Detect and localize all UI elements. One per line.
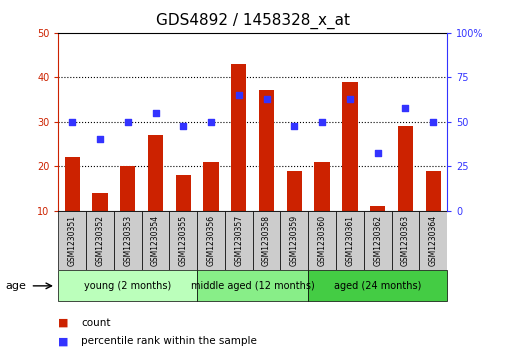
Bar [92, 193, 108, 211]
Bar [197, 270, 308, 301]
Bar [231, 64, 246, 211]
Point [124, 119, 132, 125]
Bar [364, 211, 392, 270]
Text: GSM1230353: GSM1230353 [123, 215, 132, 266]
Bar [142, 211, 170, 270]
Point [401, 105, 409, 111]
Bar [370, 206, 385, 211]
Text: GSM1230356: GSM1230356 [207, 215, 215, 266]
Bar [314, 162, 330, 211]
Bar [120, 166, 136, 211]
Bar [204, 162, 219, 211]
Text: ■: ■ [58, 336, 69, 346]
Bar [336, 211, 364, 270]
Bar [176, 175, 191, 211]
Text: percentile rank within the sample: percentile rank within the sample [81, 336, 257, 346]
Text: GSM1230358: GSM1230358 [262, 215, 271, 266]
Point [373, 150, 382, 156]
Point [68, 119, 76, 125]
Point [235, 92, 243, 98]
Bar [225, 211, 253, 270]
Text: GSM1230362: GSM1230362 [373, 215, 382, 266]
Bar [392, 211, 419, 270]
Text: GSM1230359: GSM1230359 [290, 215, 299, 266]
Bar [170, 211, 197, 270]
Point [207, 119, 215, 125]
Text: GSM1230361: GSM1230361 [345, 215, 355, 266]
Text: GSM1230357: GSM1230357 [234, 215, 243, 266]
Bar [308, 270, 447, 301]
Text: age: age [5, 281, 26, 291]
Bar [280, 211, 308, 270]
Bar [287, 171, 302, 211]
Bar [114, 211, 142, 270]
Bar [419, 211, 447, 270]
Bar [259, 90, 274, 211]
Bar [308, 211, 336, 270]
Point [263, 97, 271, 102]
Text: GSM1230352: GSM1230352 [96, 215, 105, 266]
Point [290, 123, 298, 129]
Text: aged (24 months): aged (24 months) [334, 281, 421, 291]
Point [96, 136, 104, 142]
Bar [65, 157, 80, 211]
Point [179, 123, 187, 129]
Bar [58, 270, 197, 301]
Text: ■: ■ [58, 318, 69, 328]
Bar [426, 171, 441, 211]
Bar [398, 126, 413, 211]
Text: count: count [81, 318, 111, 328]
Text: GDS4892 / 1458328_x_at: GDS4892 / 1458328_x_at [156, 13, 350, 29]
Text: middle aged (12 months): middle aged (12 months) [191, 281, 314, 291]
Bar [197, 211, 225, 270]
Point [429, 119, 437, 125]
Point [151, 110, 160, 115]
Text: GSM1230360: GSM1230360 [318, 215, 327, 266]
Bar [253, 211, 280, 270]
Text: GSM1230364: GSM1230364 [429, 215, 438, 266]
Bar [148, 135, 163, 211]
Text: GSM1230351: GSM1230351 [68, 215, 77, 266]
Bar [342, 82, 358, 211]
Text: GSM1230354: GSM1230354 [151, 215, 160, 266]
Point [318, 119, 326, 125]
Text: young (2 months): young (2 months) [84, 281, 171, 291]
Bar [58, 211, 86, 270]
Bar [86, 211, 114, 270]
Text: GSM1230355: GSM1230355 [179, 215, 188, 266]
Text: GSM1230363: GSM1230363 [401, 215, 410, 266]
Point [346, 97, 354, 102]
